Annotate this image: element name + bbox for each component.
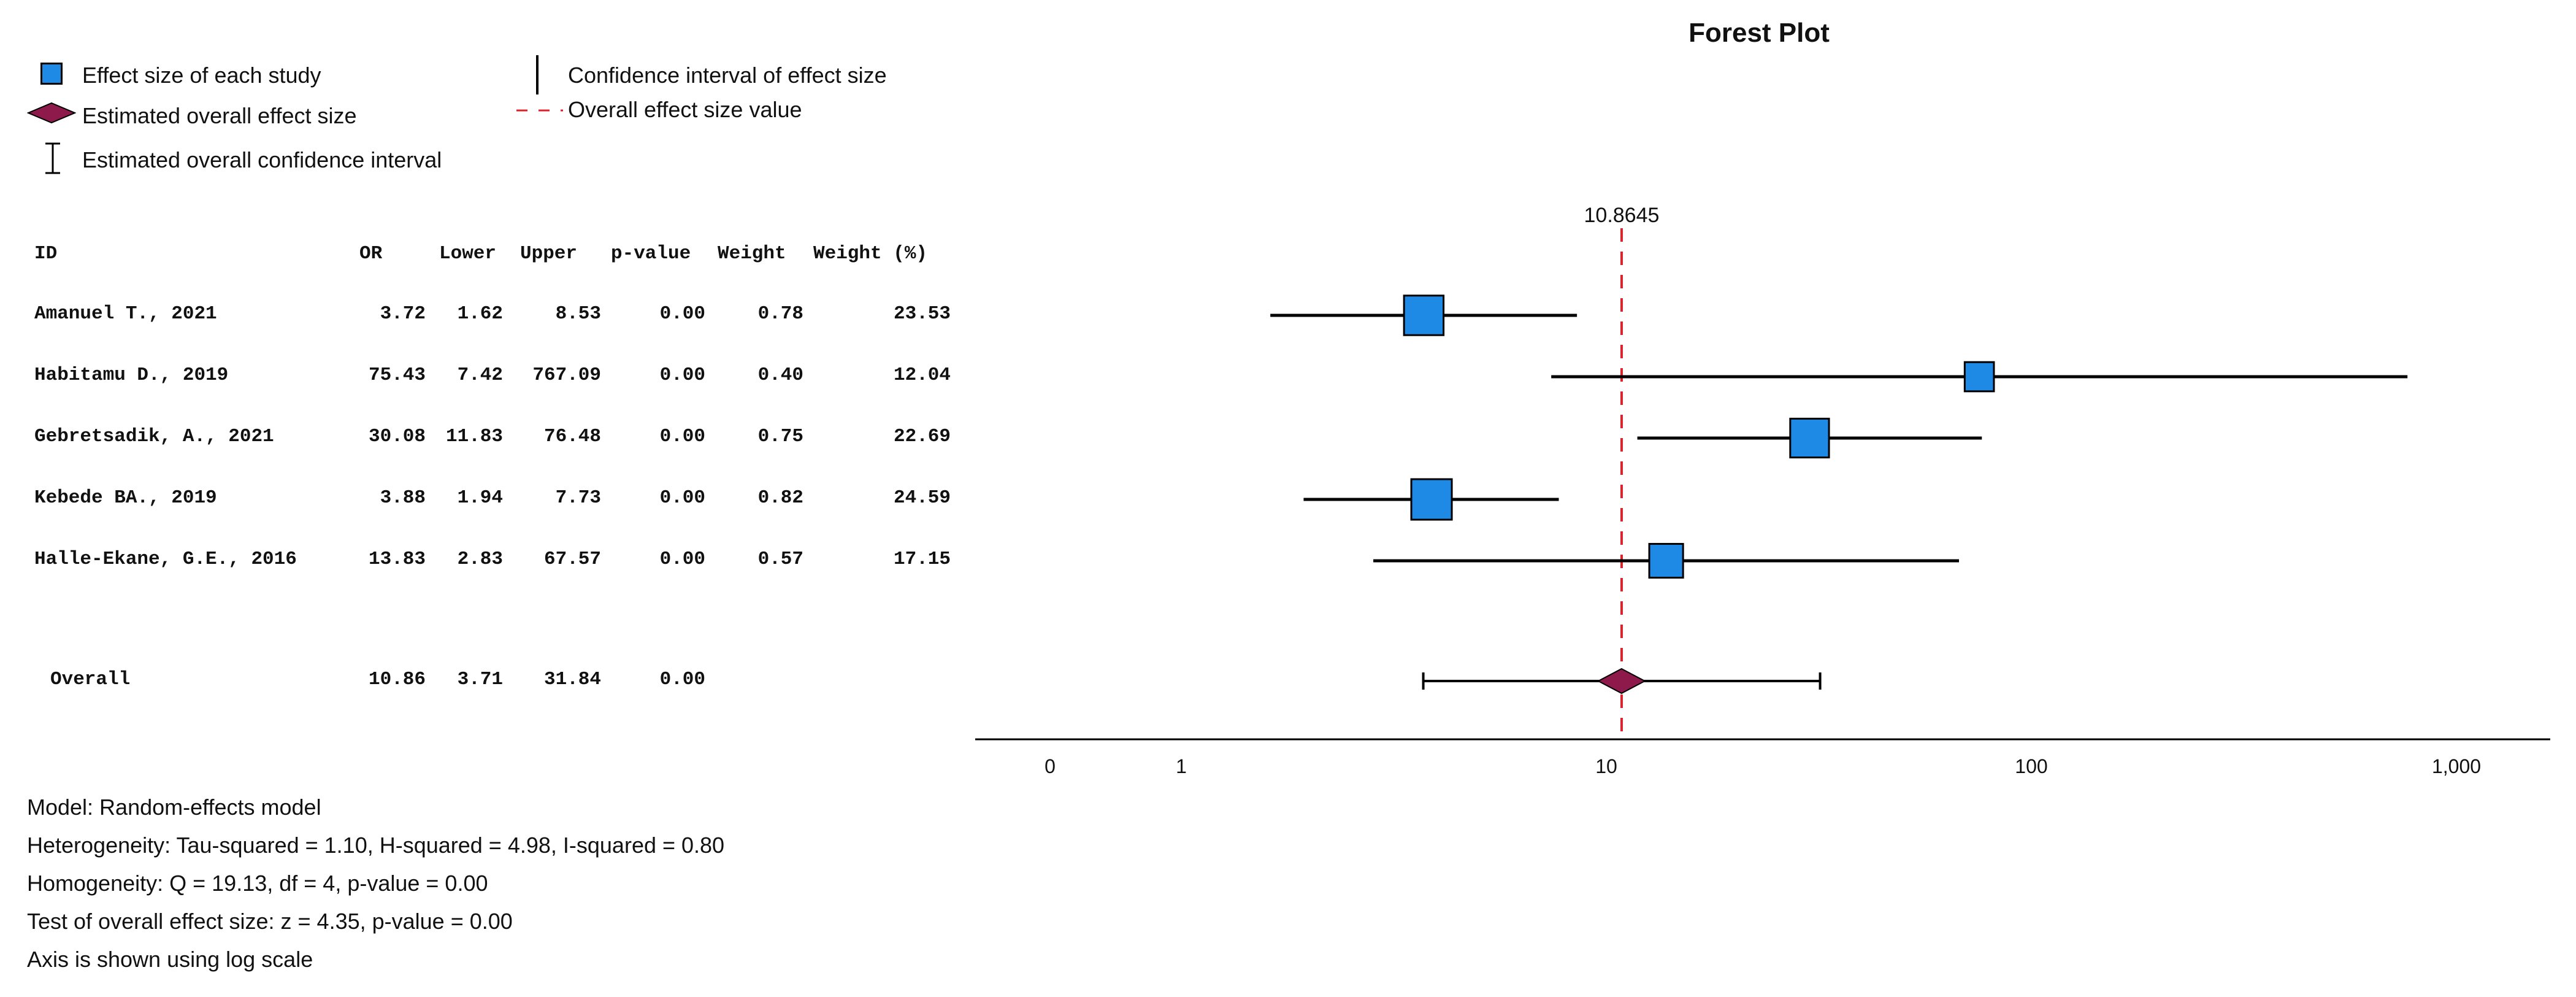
legend-study-effect: Effect size of each study	[82, 63, 321, 88]
x-tick-label: 100	[2015, 755, 2047, 777]
note-model: Model: Random-effects model	[27, 795, 321, 820]
table-row-weight-pct: 22.69	[893, 426, 951, 447]
table-row-lower: 11.83	[445, 426, 503, 447]
table-row-p-value: 0.00	[659, 303, 705, 325]
study-marker	[1410, 478, 1453, 521]
table-row-upper: 7.73	[555, 487, 601, 509]
ci-line-legend-icon	[536, 55, 539, 94]
table-row-lower: 7.42	[457, 364, 503, 386]
note-log-scale: Axis is shown using log scale	[27, 947, 313, 972]
table-row-p-value: 0.00	[659, 487, 705, 509]
note-homogeneity: Homogeneity: Q = 19.13, df = 4, p-value …	[27, 871, 488, 896]
overall-row-p-value: 0.00	[659, 669, 705, 690]
table-row-weight: 0.40	[757, 364, 803, 386]
x-tick-label: 1,000	[2432, 755, 2481, 777]
table-row-p-value: 0.00	[659, 426, 705, 447]
table-row-p-value: 0.00	[659, 549, 705, 570]
table-row-upper: 76.48	[543, 426, 601, 447]
table-row-id: Gebretsadik, A., 2021	[34, 426, 274, 447]
table-row-id: Amanuel T., 2021	[34, 303, 217, 325]
note-overall-test: Test of overall effect size: z = 4.35, p…	[27, 909, 513, 934]
table-row-or: 13.83	[368, 549, 426, 570]
header-or: OR	[359, 243, 383, 264]
table-row-weight-pct: 17.15	[893, 549, 951, 570]
legend-study-ci: Confidence interval of effect size	[568, 63, 887, 88]
study-marker	[1648, 542, 1684, 579]
header-weight: Weight	[718, 243, 786, 264]
table-row-or: 75.43	[368, 364, 426, 386]
reference-dash-legend-icon	[516, 109, 563, 112]
table-row-or: 3.88	[380, 487, 426, 509]
study-marker	[1403, 294, 1445, 336]
overall-row-lower: 3.71	[457, 669, 503, 690]
header-p-value: p-value	[611, 243, 691, 264]
ci-bracket-legend-icon	[45, 142, 60, 174]
header-weight-pct: Weight (%)	[813, 243, 928, 264]
table-row-weight: 0.57	[757, 549, 803, 570]
table-row-weight: 0.78	[757, 303, 803, 325]
study-marker-legend-icon	[40, 63, 63, 85]
results-table: ID OR Lower Upper p-value Weight Weight …	[0, 233, 981, 712]
table-row-weight-pct: 24.59	[893, 487, 951, 509]
note-heterogeneity: Heterogeneity: Tau-squared = 1.10, H-squ…	[27, 833, 725, 858]
study-marker	[1789, 417, 1830, 459]
overall-row-upper: 31.84	[543, 669, 601, 690]
overall-row-id: Overall	[50, 669, 131, 690]
header-id: ID	[34, 243, 58, 264]
study-marker	[1963, 361, 1995, 393]
x-tick-label: 0	[1045, 755, 1056, 777]
table-row-upper: 8.53	[555, 303, 601, 325]
table-row-weight-pct: 23.53	[893, 303, 951, 325]
table-row-lower: 1.62	[457, 303, 503, 325]
table-row-id: Halle-Ekane, G.E., 2016	[34, 549, 297, 570]
legend-overall-line: Overall effect size value	[568, 97, 802, 122]
overall-diamond	[1597, 668, 1646, 695]
x-tick-label: 10	[1595, 755, 1617, 777]
table-row-or: 30.08	[368, 426, 426, 447]
table-row-upper: 67.57	[543, 549, 601, 570]
x-tick-label: 1	[1176, 755, 1187, 777]
header-upper: Upper	[520, 243, 578, 264]
overall-row-or: 10.86	[368, 669, 426, 690]
diamond-legend-icon	[27, 102, 76, 124]
reference-label: 10.8645	[1584, 204, 1660, 227]
table-row-weight: 0.82	[757, 487, 803, 509]
table-row-id: Habitamu D., 2019	[34, 364, 229, 386]
legend-overall-effect: Estimated overall effect size	[82, 103, 357, 128]
table-row-weight: 0.75	[757, 426, 803, 447]
table-row-lower: 2.83	[457, 549, 503, 570]
header-lower: Lower	[439, 243, 497, 264]
table-row-lower: 1.94	[457, 487, 503, 509]
table-row-upper: 767.09	[532, 364, 601, 386]
table-row-p-value: 0.00	[659, 364, 705, 386]
table-row-weight-pct: 12.04	[893, 364, 951, 386]
legend: Effect size of each study Estimated over…	[0, 0, 1043, 196]
table-row-or: 3.72	[380, 303, 426, 325]
chart-title: Forest Plot	[1689, 18, 1830, 48]
table-row-id: Kebede BA., 2019	[34, 487, 217, 509]
model-notes: Model: Random-effects model Heterogeneit…	[27, 788, 724, 979]
legend-overall-ci: Estimated overall confidence interval	[82, 147, 442, 172]
